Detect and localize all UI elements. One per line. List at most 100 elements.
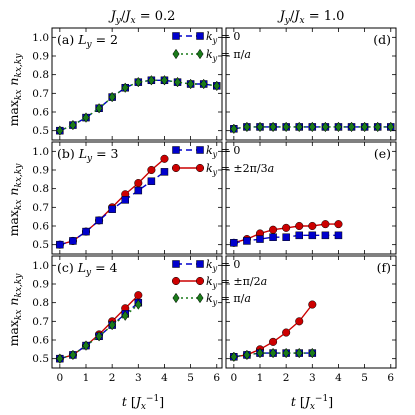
legend-item-ky0: ky = 0: [172, 30, 240, 45]
legend-item-kypi: ky = π/a: [172, 292, 251, 307]
x-tick-label: 0: [57, 372, 64, 384]
x-tick-label: 0: [231, 372, 238, 384]
x-tick-label: 6: [387, 372, 394, 384]
data-point: [121, 196, 129, 204]
x-tick-label: 6: [213, 372, 220, 384]
data-point: [69, 349, 77, 361]
series-line: [59, 79, 217, 132]
legend-marker: [172, 260, 180, 268]
data-point: [134, 299, 142, 310]
x-tick-label: 1: [257, 372, 264, 384]
y-tick-label: 0.7: [32, 202, 49, 214]
data-point: [295, 231, 303, 240]
data-point: [174, 76, 182, 88]
data-point: [134, 179, 143, 188]
data-point: [334, 121, 342, 133]
legend-marker: [171, 163, 181, 173]
data-point: [243, 237, 251, 245]
y-tick-label: 0.9: [32, 279, 49, 291]
panel-frame: [51, 255, 223, 369]
legend-item-ky0: ky = 0: [172, 144, 240, 159]
legend-marker: [172, 48, 180, 60]
x-tick-label: 4: [335, 372, 342, 384]
svg-text:maxkx nkx,ky: maxkx nkx,ky: [6, 163, 24, 237]
y-tick-label: 0.8: [32, 183, 49, 195]
legend: ky = 0 ky = ±π/2a ky = π/a: [171, 258, 267, 307]
data-point: [230, 351, 238, 363]
legend-label: ky = 0: [206, 30, 240, 45]
y-tick-label: 1.0: [32, 146, 49, 158]
series-kyh: [55, 154, 169, 249]
legend-marker: [195, 276, 205, 286]
series-ky0: [230, 231, 343, 247]
data-point: [56, 125, 64, 136]
y-axis-label-row-1: maxkx nkx,ky: [6, 163, 24, 237]
data-point: [147, 177, 156, 185]
data-point: [308, 121, 316, 133]
legend-marker: [172, 32, 180, 40]
panel-frame: [225, 27, 397, 141]
legend-marker: [196, 48, 204, 60]
data-point: [295, 347, 303, 359]
svg-text:maxkx nkx,ky: maxkx nkx,ky: [6, 273, 24, 347]
y-tick-label: 0.5: [32, 125, 49, 137]
panel-label: (f): [377, 260, 391, 275]
data-point: [295, 121, 303, 133]
x-tick-label: 3: [309, 372, 316, 384]
column-title-right: Jy/Jx = 1.0: [277, 9, 345, 26]
legend: ky = 0 ky = π/a: [172, 30, 251, 63]
data-point: [213, 80, 221, 92]
data-point: [269, 337, 278, 346]
data-point: [282, 347, 290, 359]
y-tick-label: 0.7: [32, 88, 49, 100]
x-tick-label: 2: [109, 372, 116, 384]
data-point: [269, 347, 277, 359]
panel-label: (c) Ly = 4: [57, 260, 118, 278]
panel-a: 0.5 0.6 0.7 0.8 0.9 1.0 (a) Ly = 2 ky = 0 ky = π…: [32, 27, 251, 141]
series-kypi: [56, 299, 142, 364]
legend-marker: [196, 146, 204, 154]
panel-label: (e): [374, 146, 391, 161]
data-point: [69, 119, 77, 131]
legend-label: ky = 0: [206, 258, 240, 273]
series-line: [59, 79, 217, 132]
data-point: [82, 112, 90, 123]
legend-item-kyh: ky = ±2π/3a: [171, 162, 274, 177]
data-point: [269, 233, 277, 241]
x-tick-label: 1: [83, 372, 90, 384]
panel-frame: [225, 255, 397, 369]
data-point: [56, 353, 64, 364]
data-point: [134, 186, 143, 195]
y-tick-label: 1.0: [32, 260, 49, 272]
data-point: [243, 121, 251, 133]
panel-c: 0.5 0.6 0.7 0.8 0.9 1.0 0 1 2 3 4 5 6 (c) Ly = 4 ky = …: [32, 255, 267, 384]
legend-marker: [172, 146, 180, 154]
y-tick-label: 0.9: [32, 165, 49, 177]
data-point: [334, 220, 343, 229]
panel-f: 0 1 2 3 4 5 6 (f): [225, 255, 397, 384]
legend-marker: [196, 32, 204, 40]
data-point: [82, 227, 90, 236]
y-axis-label-row-0: maxkx nkx,ky: [6, 53, 24, 127]
data-point: [82, 340, 90, 351]
data-point: [348, 121, 356, 133]
legend-label: ky = 0: [206, 144, 240, 159]
panel-b: 0.5 0.6 0.7 0.8 0.9 1.0 (b) Ly = 3 ky = 0 ky = ±…: [32, 141, 274, 255]
column-title-left: Jy/Jx = 0.2: [108, 9, 176, 26]
data-point: [121, 82, 129, 93]
data-point: [308, 221, 317, 231]
data-point: [95, 103, 103, 114]
panel-label: (b) Ly = 3: [57, 146, 119, 164]
data-point: [295, 221, 304, 231]
legend-marker: [171, 276, 181, 286]
y-tick-label: 0.7: [32, 316, 49, 328]
legend: ky = 0 ky = ±2π/3a: [171, 144, 274, 177]
data-point: [256, 121, 264, 133]
y-tick-label: 1.0: [32, 32, 49, 44]
data-point: [187, 78, 195, 90]
legend-marker: [196, 292, 204, 304]
data-point: [230, 239, 238, 247]
series-kyh: [55, 291, 143, 363]
data-point: [374, 121, 382, 133]
y-tick-label: 0.5: [32, 353, 49, 365]
